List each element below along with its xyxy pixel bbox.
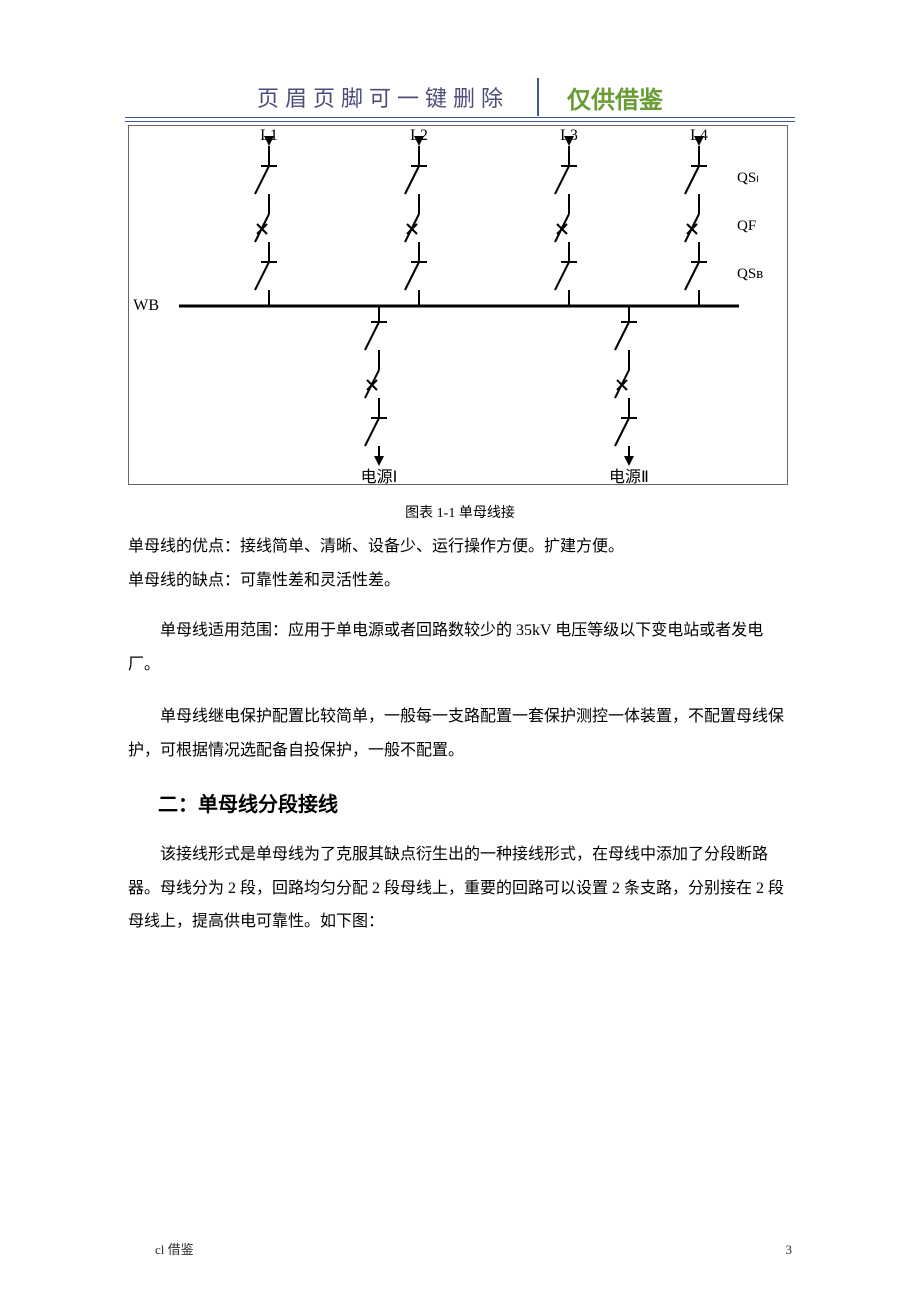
- label-l2: L2: [410, 127, 428, 144]
- header-left-text: 页眉页脚可一键删除: [257, 81, 533, 113]
- section-heading-2: 二：单母线分段接线: [158, 788, 338, 817]
- header-right-text: 仅供借鉴: [543, 80, 663, 115]
- paragraph-disadvantages: 单母线的缺点：可靠性差和灵活性差。: [128, 564, 792, 598]
- label-qsb: QSв: [737, 266, 763, 282]
- label-source1: 电源Ⅰ: [361, 468, 398, 486]
- label-qf: QF: [737, 218, 756, 234]
- paragraph-protection: 单母线继电保护配置比较简单，一般每一支路配置一套保护测控一体装置，不配置母线保护…: [128, 700, 792, 767]
- schematic-svg: WB L1 L2 L3 L4 QSₗ QF QSв 电源Ⅰ 电源Ⅱ: [129, 126, 789, 486]
- paragraph-application: 单母线适用范围：应用于单电源或者回路数较少的 35kV 电压等级以下变电站或者发…: [128, 614, 792, 681]
- label-l3: L3: [560, 127, 578, 144]
- source-2-branch: [615, 306, 637, 466]
- label-l4: L4: [690, 127, 708, 144]
- feeder-l1: [255, 136, 277, 306]
- page-number: 3: [786, 1242, 793, 1258]
- feeder-l4: [685, 136, 707, 306]
- page-header: 页眉页脚可一键删除 仅供借鉴: [125, 78, 795, 122]
- header-divider: [537, 78, 539, 116]
- single-busbar-diagram: WB L1 L2 L3 L4 QSₗ QF QSв 电源Ⅰ 电源Ⅱ: [128, 125, 788, 485]
- label-wb: WB: [133, 297, 159, 314]
- source-1-branch: [365, 306, 387, 466]
- figure-caption: 图表 1-1 单母线接: [0, 502, 920, 522]
- label-l1: L1: [260, 127, 278, 144]
- label-source2: 电源Ⅱ: [609, 468, 649, 486]
- paragraph-advantages: 单母线的优点：接线简单、清晰、设备少、运行操作方便。扩建方便。: [128, 530, 792, 564]
- feeder-l2: [405, 136, 427, 306]
- feeder-l3: [555, 136, 577, 306]
- footer-left: cl 借鉴: [155, 1239, 194, 1258]
- paragraph-sectionalized: 该接线形式是单母线为了克服其缺点衍生出的一种接线形式，在母线中添加了分段断路器。…: [128, 838, 792, 939]
- label-qsl: QSₗ: [737, 170, 759, 186]
